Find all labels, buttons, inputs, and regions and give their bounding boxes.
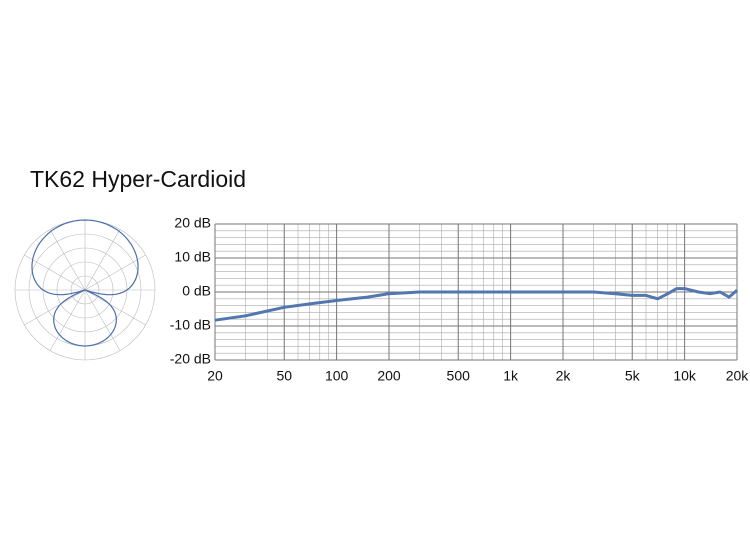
x-tick-label: 10k <box>673 368 697 384</box>
polar-spoke <box>84 289 146 326</box>
polar-spoke <box>84 254 146 291</box>
polar-spoke <box>49 229 86 291</box>
x-tick-label: 20k <box>726 368 750 384</box>
polar-pattern <box>14 219 156 361</box>
y-tick-label: -10 dB <box>170 317 211 333</box>
y-tick-label: 20 dB <box>174 215 211 231</box>
y-tick-label: 10 dB <box>174 249 211 265</box>
x-tick-label: 500 <box>447 368 471 384</box>
polar-spoke <box>24 289 86 326</box>
chart-title: TK62 Hyper-Cardioid <box>30 166 246 192</box>
y-tick-label: -20 dB <box>170 351 211 367</box>
polar-spoke <box>84 229 121 291</box>
x-tick-label: 2k <box>556 368 572 384</box>
x-tick-label: 1k <box>503 368 519 384</box>
x-tick-label: 200 <box>377 368 401 384</box>
y-tick-label: 0 dB <box>182 283 211 299</box>
polar-spoke <box>84 289 121 351</box>
x-tick-label: 5k <box>625 368 641 384</box>
polar-curve <box>31 219 139 347</box>
x-tick-label: 20 <box>207 368 223 384</box>
x-tick-label: 100 <box>325 368 349 384</box>
polar-spoke <box>49 289 86 351</box>
polar-spoke <box>24 254 86 291</box>
response-line <box>214 287 738 322</box>
x-tick-label: 50 <box>276 368 292 384</box>
